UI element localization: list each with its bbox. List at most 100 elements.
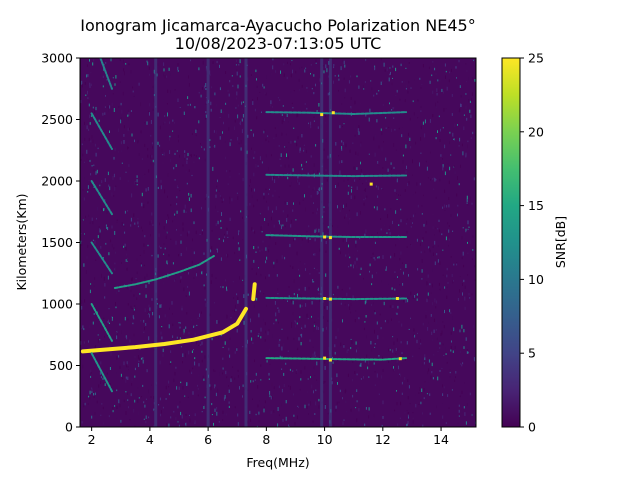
noise-speck <box>287 155 289 160</box>
noise-speck <box>118 355 120 358</box>
noise-speck <box>232 280 234 283</box>
noise-speck <box>226 286 227 290</box>
noise-speck <box>215 205 216 209</box>
noise-speck <box>151 142 153 145</box>
noise-speck <box>257 385 259 389</box>
noise-speck <box>359 273 361 276</box>
noise-speck <box>469 100 471 103</box>
noise-speck <box>341 103 343 106</box>
noise-speck <box>107 108 109 113</box>
noise-speck <box>448 204 450 208</box>
noise-speck <box>445 75 446 79</box>
noise-speck <box>238 232 239 236</box>
noise-speck <box>291 60 293 62</box>
noise-speck <box>287 61 288 64</box>
noise-speck <box>111 316 113 318</box>
noise-speck <box>199 126 201 130</box>
noise-speck <box>146 273 148 277</box>
noise-speck <box>443 309 445 312</box>
noise-speck <box>89 373 91 376</box>
noise-speck <box>234 351 236 354</box>
noise-speck <box>411 421 413 426</box>
noise-speck <box>454 379 456 382</box>
noise-speck <box>345 143 347 148</box>
noise-speck <box>389 225 391 230</box>
noise-speck <box>289 243 291 248</box>
noise-speck <box>429 283 431 286</box>
noise-speck <box>177 187 179 189</box>
noise-speck <box>382 167 384 169</box>
noise-speck <box>250 380 252 383</box>
noise-speck <box>247 420 249 424</box>
noise-speck <box>389 305 391 308</box>
noise-speck <box>468 99 470 103</box>
noise-speck <box>172 119 174 122</box>
bright-spot <box>328 358 332 362</box>
noise-speck <box>289 368 291 371</box>
noise-speck <box>317 317 319 320</box>
noise-speck <box>223 198 224 201</box>
noise-speck <box>391 128 392 133</box>
noise-speck <box>414 295 416 298</box>
noise-speck <box>352 295 354 299</box>
noise-speck <box>325 138 327 142</box>
noise-speck <box>190 208 192 213</box>
noise-speck <box>105 373 107 378</box>
noise-speck <box>451 273 453 278</box>
noise-speck <box>441 233 443 236</box>
noise-speck <box>215 392 217 397</box>
noise-speck <box>276 274 278 277</box>
noise-speck <box>294 320 296 322</box>
interference-column <box>154 58 158 427</box>
noise-speck <box>176 203 178 206</box>
noise-speck <box>100 381 102 384</box>
noise-speck <box>310 376 311 379</box>
noise-speck <box>350 195 352 199</box>
noise-speck <box>130 110 132 112</box>
noise-speck <box>471 258 473 260</box>
noise-speck <box>128 164 130 167</box>
noise-speck <box>469 240 471 244</box>
noise-speck <box>474 170 476 174</box>
noise-speck <box>404 239 406 241</box>
noise-speck <box>356 212 358 217</box>
noise-speck <box>225 279 227 282</box>
noise-speck <box>102 377 104 380</box>
noise-speck <box>350 75 352 78</box>
noise-speck <box>420 125 422 130</box>
noise-speck <box>167 112 168 117</box>
noise-speck <box>426 298 428 303</box>
noise-speck <box>387 214 389 219</box>
noise-speck <box>301 305 303 307</box>
noise-speck <box>197 384 198 387</box>
noise-speck <box>180 276 182 279</box>
noise-speck <box>239 59 241 64</box>
noise-speck <box>161 410 162 414</box>
bright-spot <box>323 297 327 300</box>
noise-speck <box>431 362 433 367</box>
noise-speck <box>408 80 410 84</box>
noise-speck <box>341 288 343 291</box>
noise-speck <box>340 66 342 71</box>
noise-speck <box>220 196 222 199</box>
noise-speck <box>205 111 207 114</box>
noise-speck <box>437 101 439 103</box>
noise-speck <box>369 263 371 267</box>
noise-speck <box>230 139 232 141</box>
noise-speck <box>178 139 179 143</box>
noise-speck <box>446 361 448 364</box>
noise-speck <box>128 112 130 116</box>
noise-speck <box>313 267 315 269</box>
noise-speck <box>123 223 125 226</box>
noise-speck <box>290 140 292 144</box>
noise-speck <box>464 230 466 232</box>
noise-speck <box>103 64 105 66</box>
noise-speck <box>289 298 291 301</box>
noise-speck <box>449 166 451 171</box>
noise-speck <box>390 255 392 259</box>
noise-speck <box>198 67 200 71</box>
noise-speck <box>172 313 173 315</box>
noise-speck <box>472 77 474 80</box>
noise-speck <box>393 277 395 280</box>
noise-speck <box>293 393 294 396</box>
